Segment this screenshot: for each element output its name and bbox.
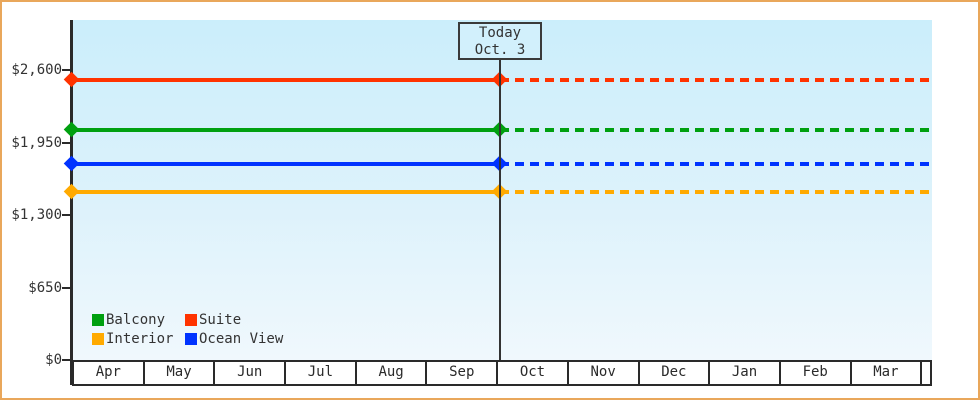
- month-cell-jan: Jan: [710, 362, 781, 384]
- y-axis-tick-label: $2,600: [11, 62, 62, 78]
- y-axis-tick-label: $1,950: [11, 134, 62, 151]
- y-axis-tick: $0: [6, 350, 70, 370]
- y-axis-tick-mark: [62, 286, 70, 289]
- y-axis-tick-label: $650: [28, 279, 62, 296]
- today-vertical-line: [499, 59, 501, 360]
- legend-label: Suite: [199, 311, 242, 328]
- y-axis-tick-label: $0: [45, 352, 62, 368]
- legend-row: Interior Ocean View: [92, 329, 283, 348]
- balcony-line-dashed: [500, 128, 932, 133]
- suite-color-swatch: [185, 313, 197, 326]
- y-axis-tick-label: $1,300: [11, 207, 62, 223]
- legend-item-balcony: Balcony: [92, 312, 185, 328]
- month-cell-jul: Jul: [286, 362, 357, 384]
- interior-color-swatch: [92, 332, 104, 345]
- month-cell-oct: Oct: [498, 362, 569, 384]
- interior-line-solid: [72, 189, 500, 194]
- month-cell-jun: Jun: [215, 362, 287, 384]
- month-cell-mar: Mar: [852, 362, 923, 384]
- month-cell-dec: Dec: [640, 362, 711, 384]
- legend-label: Interior: [106, 330, 174, 347]
- month-cell-apr: Apr: [74, 362, 145, 384]
- x-axis-month-band: Apr May Jun Jul Aug Sep Oct Nov Dec Jan …: [72, 360, 932, 386]
- y-axis-tick: $650: [6, 278, 70, 298]
- ocean-view-color-swatch: [185, 332, 197, 345]
- y-axis-tick: $1,950: [6, 133, 70, 153]
- ocean-view-line-solid: [72, 162, 500, 167]
- month-cell-nov: Nov: [569, 362, 640, 384]
- month-cell-sep: Sep: [427, 362, 499, 384]
- y-axis-tick-mark: [62, 359, 70, 361]
- legend-item-ocean-view: Ocean View: [185, 331, 283, 347]
- y-axis-tick-mark: [62, 141, 70, 144]
- y-axis-tick-mark: [62, 214, 70, 216]
- ocean-view-line-dashed: [500, 162, 932, 167]
- legend-item-suite: Suite: [185, 312, 241, 328]
- suite-line-solid: [72, 78, 500, 83]
- y-axis-tick-mark: [62, 69, 70, 71]
- balcony-line-solid: [72, 128, 500, 133]
- today-annotation-box: Today Oct. 3: [458, 22, 542, 60]
- today-date: Oct. 3: [474, 42, 526, 58]
- month-cell-aug: Aug: [357, 362, 428, 384]
- suite-line-dashed: [500, 78, 932, 83]
- legend-label: Balcony: [106, 311, 166, 328]
- legend-row: Balcony Suite: [92, 310, 283, 329]
- month-band-filler: [922, 362, 930, 384]
- month-cell-feb: Feb: [781, 362, 852, 384]
- month-cell-may: May: [145, 362, 216, 384]
- y-axis-line: [70, 20, 73, 385]
- legend-item-interior: Interior: [92, 331, 185, 347]
- y-axis-tick: $2,600: [6, 60, 70, 80]
- today-label: Today: [478, 25, 522, 41]
- legend-label: Ocean View: [199, 330, 284, 347]
- y-axis-tick: $1,300: [6, 205, 70, 225]
- balcony-color-swatch: [92, 313, 104, 326]
- interior-line-dashed: [500, 189, 932, 194]
- legend: Balcony Suite Interior Ocean View: [92, 310, 283, 348]
